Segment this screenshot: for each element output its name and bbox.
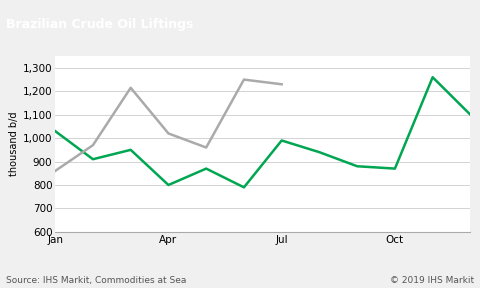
2019 [241, 78, 247, 81]
2018 [166, 183, 171, 187]
2018 [128, 148, 133, 151]
2018 [468, 113, 473, 116]
2019 [90, 143, 96, 147]
Line: 2019: 2019 [55, 79, 282, 171]
2018 [354, 164, 360, 168]
Line: 2018: 2018 [55, 77, 470, 187]
2018 [430, 75, 435, 79]
2018 [241, 185, 247, 189]
Y-axis label: thousand b/d: thousand b/d [9, 112, 19, 176]
2018 [316, 150, 322, 154]
Legend: 2018, 2019: 2018, 2019 [186, 287, 339, 288]
2018 [90, 158, 96, 161]
2018 [52, 129, 58, 133]
2019 [279, 83, 285, 86]
Text: © 2019 IHS Markit: © 2019 IHS Markit [390, 276, 474, 285]
2018 [279, 139, 285, 142]
2019 [52, 169, 58, 173]
2019 [204, 146, 209, 149]
2018 [392, 167, 398, 170]
Text: Brazilian Crude Oil Liftings: Brazilian Crude Oil Liftings [6, 18, 193, 31]
2018 [204, 167, 209, 170]
2019 [128, 86, 133, 90]
2019 [166, 132, 171, 135]
Text: Source: IHS Markit, Commodities at Sea: Source: IHS Markit, Commodities at Sea [6, 276, 186, 285]
